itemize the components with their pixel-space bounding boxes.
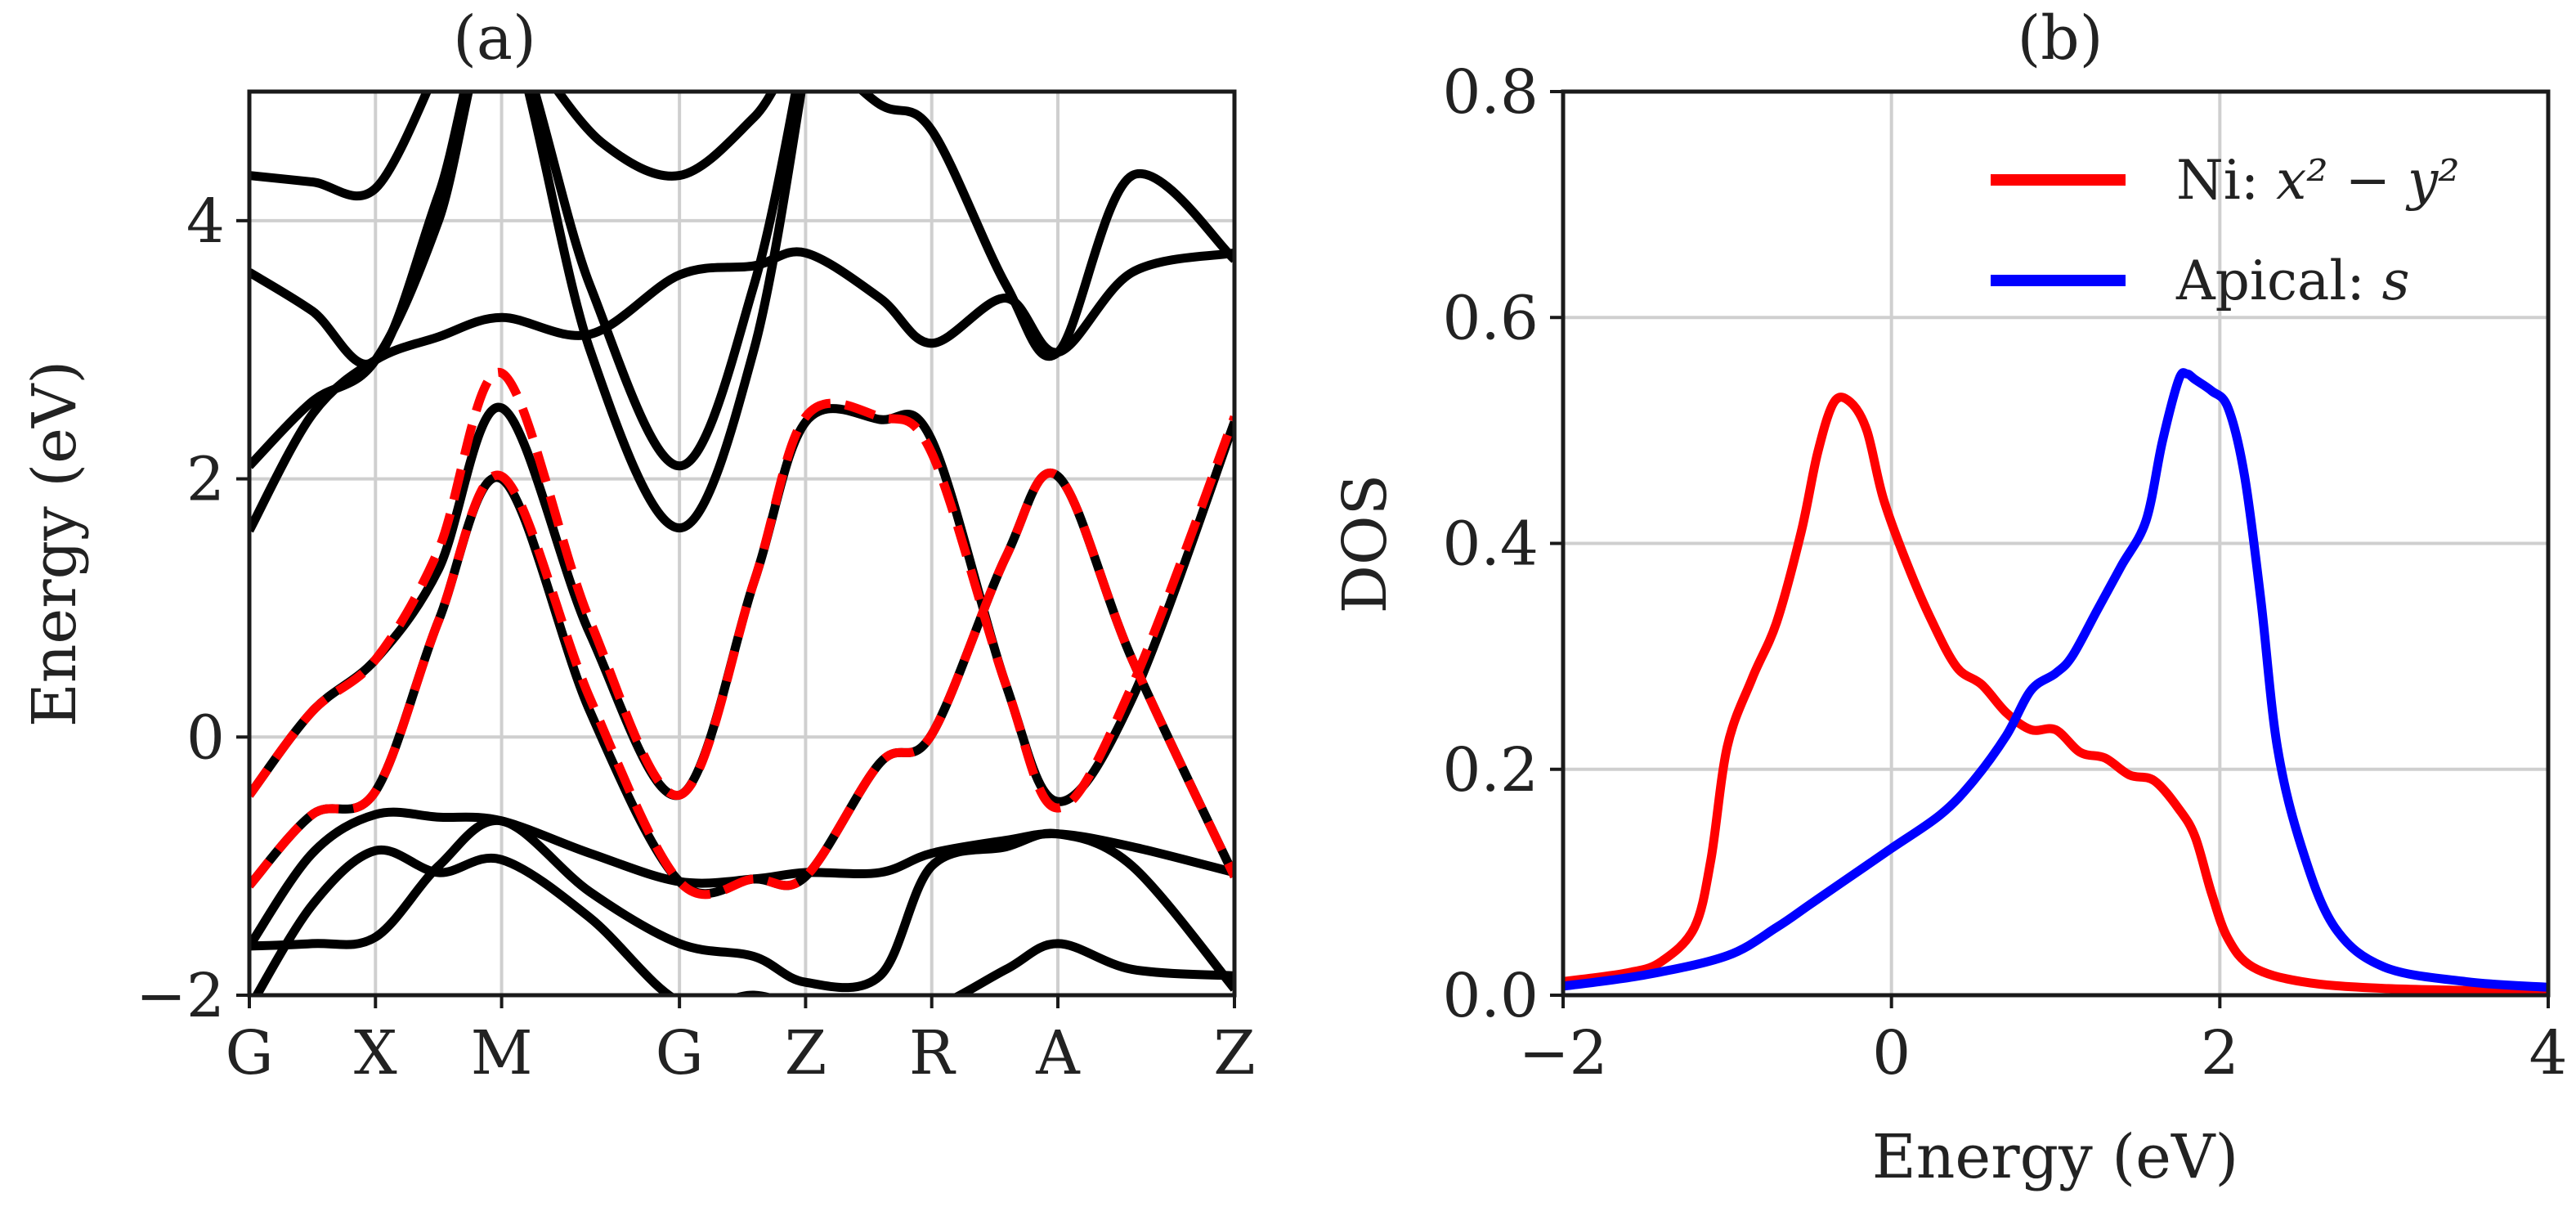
panel-a-ylabel: Energy (eV) (20, 361, 90, 728)
panel-b-ytick-label: 0.0 (1442, 961, 1539, 1031)
panel-a-kpoint-label: Z (1213, 1018, 1255, 1088)
panel-a-kpoint-label: G (656, 1018, 704, 1088)
panel-b-xtick-label: 0 (1872, 1018, 1911, 1088)
panel-a-frame (247, 89, 1237, 998)
panel-b-ytick-label: 0.2 (1442, 735, 1539, 805)
legend-label-ni-prefix: Ni: (2176, 149, 2276, 212)
panel-b-ytick-label: 0.4 (1442, 509, 1539, 580)
dos-line-apical (1563, 368, 2548, 992)
panel-b-ytick-label: 0.8 (1442, 57, 1539, 128)
panel-b-xlabel: Energy (eV) (1872, 1122, 2239, 1192)
dft-band-line-8 (249, 92, 432, 201)
panel-b-dos: (b) 0.0 0.2 0.4 0.6 0.8 −2 0 2 4 DOS Energy (eV)… (1330, 3, 2568, 1192)
panel-a-plot-area (249, 92, 1234, 995)
wannier-band-line-11 (249, 367, 1234, 813)
panel-b-series-group (1563, 368, 2548, 995)
panel-a-ytick-label: 4 (186, 186, 225, 257)
panel-a-kpoint-label: R (909, 1018, 956, 1088)
dft-band-line-6 (249, 92, 800, 471)
panel-b-legend: Ni: x² − y² Apical: s (1991, 149, 2460, 312)
panel-a-kpoint-label: G (225, 1018, 273, 1088)
panel-a-kpoint-label: A (1035, 1018, 1081, 1088)
panel-b-xtick-label: 2 (2201, 1018, 2239, 1088)
panel-b-ylabel: DOS (1330, 474, 1400, 614)
panel-a-ytick-label: 2 (186, 445, 225, 515)
dos-line-ni (1563, 393, 2548, 995)
dft-band-line-0 (249, 815, 1234, 993)
panel-a-band-structure: (a) −2 0 2 4 G X M G Z R A Z Energy (eV) (20, 3, 1256, 1088)
panel-a-series-group (249, 92, 1234, 995)
dft-band-line-7 (249, 92, 806, 533)
panel-a-ticks: −2 0 2 4 G X M G Z R A Z (136, 186, 1256, 1088)
panel-a-kpoint-label: Z (785, 1018, 827, 1088)
legend-label-ni: Ni: x² − y² (2176, 149, 2460, 212)
panel-a-ytick-label: 0 (186, 702, 225, 773)
panel-b-xtick-label: 4 (2529, 1018, 2567, 1088)
panel-a-kpoint-label: M (471, 1018, 533, 1088)
wannier-band-line-10 (249, 469, 1234, 900)
legend-label-apical-math: s (2382, 249, 2410, 312)
panel-b-ytick-label: 0.6 (1442, 283, 1539, 353)
panel-b-xtick-label: −2 (1518, 1018, 1607, 1088)
legend-label-ni-math: x² − y² (2276, 149, 2460, 212)
legend-label-apical-prefix: Apical: (2175, 249, 2382, 312)
panel-b-title: (b) (2017, 3, 2103, 74)
dft-band-line-9 (553, 92, 1234, 361)
panel-a-title: (a) (453, 3, 536, 74)
dft-band-line-1 (251, 845, 1234, 995)
panel-a-ytick-label: −2 (136, 961, 225, 1031)
panel-b-ticks: 0.0 0.2 0.4 0.6 0.8 −2 0 2 4 (1442, 57, 2567, 1088)
panel-a-kpoint-label: X (354, 1018, 397, 1088)
legend-label-apical: Apical: s (2175, 249, 2410, 312)
